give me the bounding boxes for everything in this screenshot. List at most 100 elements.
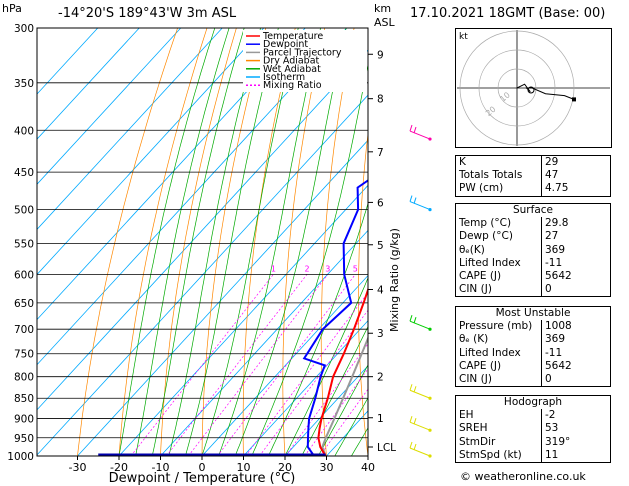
row-label: CAPE (J) [459,270,502,283]
row-value: 369 [541,243,611,257]
wet-adiabat-line [284,277,368,456]
table-row: StmDir 319° [456,435,611,449]
km-tick-label: 1 [377,413,384,425]
table-row: EH -2 [456,409,611,423]
table-row: Totals Totals 47 [456,169,611,183]
km-tick-label: 3 [377,328,384,340]
isotherm-line [118,184,368,456]
wind-barb-dot [428,137,432,141]
temperature-tick-label: -20 [110,461,128,474]
pressure-tick-label: 450 [14,167,34,179]
row-value: 4.75 [541,182,611,197]
pressure-tick-label: 500 [14,205,34,217]
wind-barb-flag [409,124,413,132]
dry-adiabat-line [201,28,267,456]
hodograph-end-marker [572,97,576,102]
pressure-tick-label: 750 [14,349,34,361]
row-value: 369 [541,333,611,347]
wet-adiabat-line [334,397,368,456]
km-tick-label: 4 [377,284,384,296]
wet-adiabat-line [317,364,368,456]
mixing-ratio-label: 20 [432,264,442,273]
isotherm-line [37,28,182,185]
wind-barb-flag [413,126,417,134]
table-row: CAPE (J) 5642 [456,359,611,373]
wet-adiabat-line [201,28,299,456]
wind-barb [409,384,432,400]
wet-adiabat-line [301,325,368,456]
table-row: Lifted Index -11 [456,256,611,270]
wind-barb-flag [413,418,417,425]
dry-adiabat-line [160,28,237,456]
wind-barb-staff [409,201,431,211]
wind-barb-flag [409,416,413,423]
row-value: -2 [541,409,611,423]
pressure-unit-label: hPa [2,2,22,15]
pressure-tick-label: 600 [14,269,34,281]
location-title: -14°20'S 189°43'W 3m ASL [58,6,237,21]
row-value: -11 [541,256,611,270]
wind-barb-staff [409,421,431,431]
km-label: km [374,2,392,15]
km-tick-label: 8 [377,94,384,106]
row-value: 27 [541,230,611,244]
temperature-tick-label: 10 [237,461,251,474]
isotherm-line [77,139,368,456]
mixing-ratio-label: 5 [353,264,358,273]
table-row: K 29 [456,155,611,170]
row-label: Pressure (mb) [459,320,533,333]
wind-barb [409,416,432,432]
wet-adiabat-line [351,427,368,456]
isotherm-line [410,28,456,456]
temperature-tick-label: -30 [69,461,87,474]
pressure-tick-label: 800 [14,372,34,384]
isotherm-line [37,28,140,140]
wind-barb-flag [409,195,413,202]
mixing-ratio-label: 15 [414,264,424,273]
row-value: 0 [541,372,611,387]
row-label: Totals Totals [459,169,523,182]
wind-barb-dot [428,207,432,212]
row-label: StmSpd (kt) [459,448,522,461]
row-label: Lifted Index [459,346,521,359]
km-tick-label: 6 [377,197,384,209]
skewt-diagram: 1 2 3 5 8 10 15 20 25 30035040045050055060065070… [7,23,456,486]
pressure-tick-label: 550 [14,238,34,250]
wind-barb-dot [428,428,432,432]
x-axis-label: Dewpoint / Temperature (°C) [109,471,296,486]
row-label: θₑ (K) [459,333,489,346]
pressure-tick-label: 1000 [7,451,34,463]
row-label: CIN (J) [459,373,492,386]
wind-barb-dot [428,396,432,400]
legend-label: Dewpoint [263,39,308,50]
wet-adiabat-line [168,28,261,456]
legend-label: Parcel Trajectory [263,47,342,58]
temperature-tick-label: 40 [361,461,375,474]
dry-adiabat-line [429,28,451,456]
legend-label: Temperature [262,31,323,42]
table-row: CIN (J) 0 [456,372,611,387]
indices-table: K 29 Totals Totals 47 PW (cm) 4.75 [455,155,611,197]
mixing-ratio-label: 3 [325,264,330,273]
row-value: 47 [541,169,611,183]
pressure-tick-label: 850 [14,393,34,405]
surface-title: Surface [512,204,553,217]
hodograph-ring [478,49,556,127]
temperature-tick-label: 20 [278,461,292,474]
wind-barb-dot [428,454,432,458]
legend-label: Mixing Ratio [263,80,322,91]
table-row: SREH 53 [456,422,611,436]
mixing-ratio-line [245,292,368,456]
row-label: Temp (°C) [459,217,512,230]
row-label: θₑ(K) [459,243,485,256]
temperature-tick-label: 0 [199,461,206,474]
isotherm-line [201,274,368,456]
table-row: PW (cm) 4.75 [456,182,611,197]
mixing-ratio-label: 25 [446,264,455,273]
wind-barb-flag [409,315,413,322]
isotherm-line [37,28,265,276]
wind-barb-staff [409,320,431,330]
wet-adiabat-line [218,28,321,456]
row-value: 0 [541,283,611,297]
dry-adiabat-line [77,28,178,456]
